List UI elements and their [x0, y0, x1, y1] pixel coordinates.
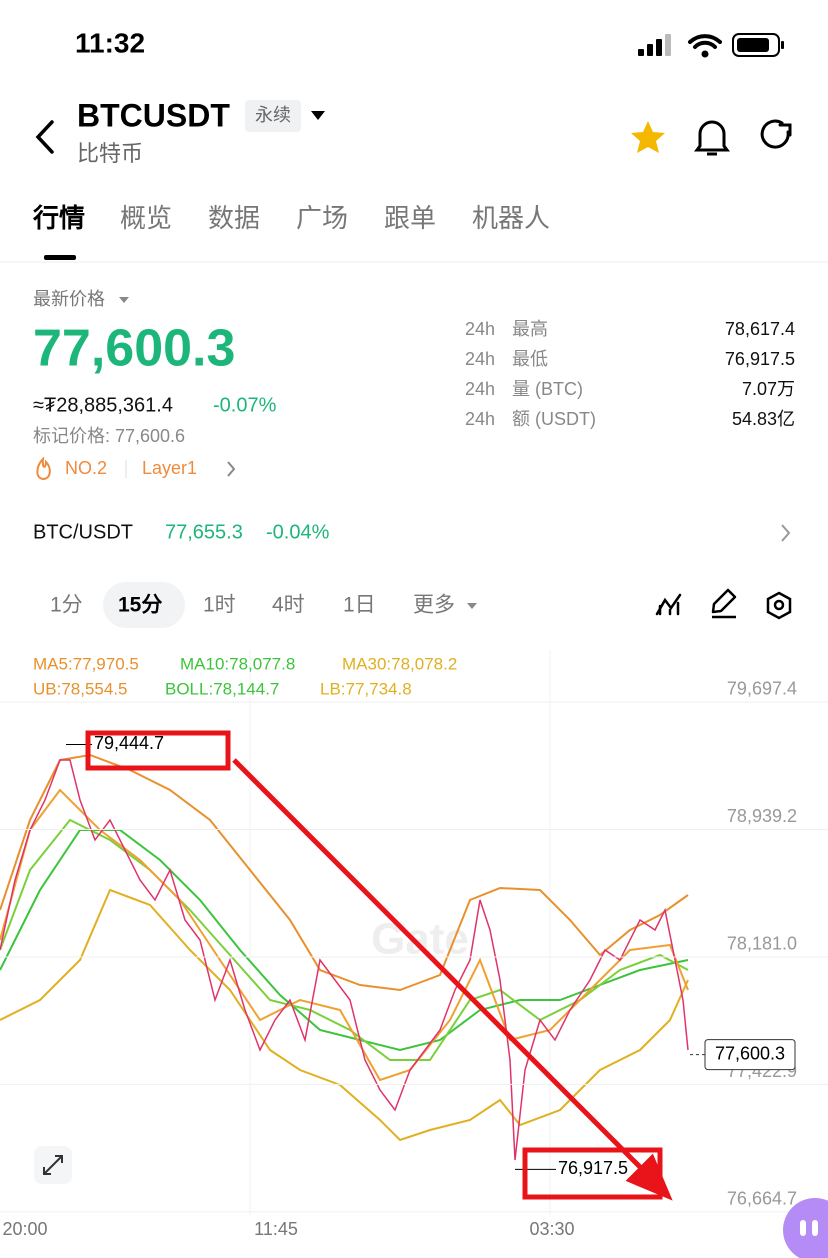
stat-label: 最高 [512, 319, 548, 339]
stat-value: 54.83亿 [732, 409, 795, 429]
tag-chevron [227, 461, 236, 477]
share-button[interactable] [760, 119, 792, 149]
indicator-legend: MA5:77,970.5 [33, 654, 139, 673]
spot-change: -0.04% [266, 521, 330, 543]
high-label: 79,444.7 [94, 733, 164, 753]
indicator-legend: MA10:78,077.8 [180, 654, 295, 673]
tab-indicator [44, 255, 76, 260]
indicator-legend: LB:77,734.8 [320, 679, 412, 698]
stat-label: 最低 [512, 349, 548, 369]
stat-value: 76,917.5 [725, 349, 795, 369]
interval[interactable]: 更多 [413, 594, 455, 617]
price-trace [0, 759, 689, 1161]
tab[interactable]: 跟单 [384, 203, 436, 233]
rank: NO.2 [65, 458, 107, 478]
y-tick-label: 76,664.7 [727, 1189, 797, 1209]
stat-period: 24h [465, 349, 495, 369]
price-label-dropdown[interactable] [119, 297, 129, 303]
subtitle: 比特币 [77, 141, 143, 166]
status-icons [638, 33, 784, 58]
spot-pair[interactable]: BTC/USDT [33, 521, 133, 543]
stat-period: 24h [465, 379, 495, 399]
interval[interactable]: 4时 [272, 594, 305, 617]
favorite-button[interactable] [631, 121, 665, 153]
annotation [85, 730, 673, 1201]
badge-bg [245, 100, 301, 132]
spot-chevron[interactable] [781, 524, 791, 542]
interval-more-dropdown[interactable] [467, 603, 477, 609]
last-price: 77,600.3 [33, 320, 235, 378]
mark-price: 标记价格: 77,600.6 [33, 426, 185, 446]
stat-label: 量 (BTC) [512, 379, 583, 399]
symbol-dropdown[interactable] [311, 111, 325, 120]
last-price-box [704, 1039, 796, 1071]
tab[interactable]: 行情 [32, 203, 85, 233]
symbol: BTCUSDT [77, 97, 230, 133]
stat-label: 额 (USDT) [512, 409, 596, 429]
tab[interactable]: 数据 [208, 203, 260, 233]
kline-chart: Gate 79,697.478,939.278,181.077,422.976,… [0, 650, 828, 1239]
tag[interactable]: Layer1 [142, 458, 197, 478]
interval-selected-bg [103, 582, 185, 628]
x-tick-label: 03:30 [529, 1219, 574, 1239]
approx-price: ≈₮28,885,361.4 [33, 394, 173, 416]
stat-period: 24h [465, 409, 495, 429]
tab[interactable]: 广场 [296, 203, 348, 233]
y-tick-label: 79,697.4 [727, 679, 797, 699]
interval[interactable]: 1时 [203, 594, 236, 617]
spot-price: 77,655.3 [165, 521, 243, 543]
clock: 11:32 [75, 27, 145, 58]
stat-value: 7.07万 [742, 379, 795, 399]
stat-value: 78,617.4 [725, 319, 795, 339]
settings-button[interactable] [766, 591, 792, 620]
indicator-button[interactable] [655, 593, 682, 616]
indicator-lines [0, 753, 689, 1142]
fire-icon [36, 456, 51, 481]
price-label: 最新价格 [33, 289, 105, 309]
low-label: 76,917.5 [558, 1158, 628, 1178]
y-tick-label: 78,181.0 [727, 934, 797, 954]
last-price-label: 77,600.3 [715, 1043, 785, 1063]
x-tick-label: 11:45 [254, 1219, 298, 1239]
indicator-legend: BOLL:78,144.7 [165, 679, 279, 698]
indicator-legend: UB:78,554.5 [33, 679, 128, 698]
tab[interactable]: 机器人 [472, 203, 550, 233]
interval[interactable]: 15分 [118, 594, 162, 617]
interval[interactable]: 1日 [343, 594, 376, 617]
back-button[interactable] [35, 120, 54, 154]
stat-period: 24h [465, 319, 495, 339]
interval[interactable]: 1分 [50, 594, 83, 617]
x-tick-label: 20:00 [2, 1219, 47, 1239]
draw-button[interactable] [711, 588, 737, 619]
badge: 永续 [255, 105, 291, 125]
price-change: -0.07% [213, 394, 277, 416]
indicator-legend: MA30:78,078.2 [342, 654, 457, 673]
alert-button[interactable] [694, 120, 730, 156]
y-tick-label: 78,939.2 [727, 806, 797, 826]
tab[interactable]: 概览 [120, 203, 172, 233]
watermark: Gate [371, 915, 469, 964]
